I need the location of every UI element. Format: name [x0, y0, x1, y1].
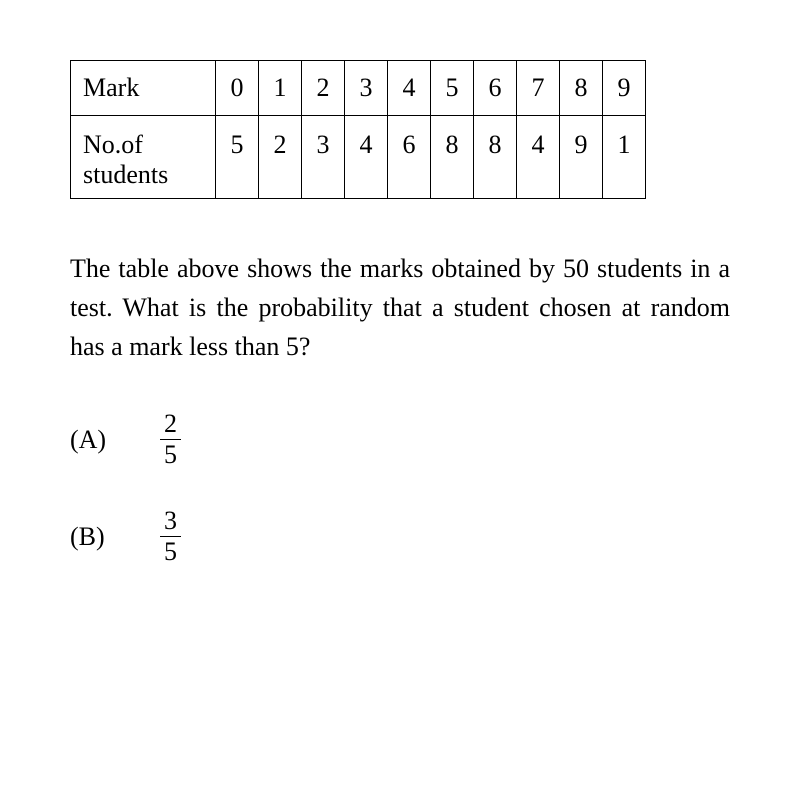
row-label-mark: Mark [71, 61, 216, 116]
fraction-numerator: 2 [160, 411, 181, 439]
table-cell: 4 [345, 116, 388, 199]
table-cell: 8 [474, 116, 517, 199]
table-cell: 5 [216, 116, 259, 199]
table-cell: 4 [517, 116, 560, 199]
table-cell: 5 [431, 61, 474, 116]
fraction-denominator: 5 [160, 536, 181, 565]
data-table: Mark 0 1 2 3 4 5 6 7 8 9 No.of students … [70, 60, 646, 199]
table-cell: 1 [603, 116, 646, 199]
option-a-label: (A) [70, 425, 120, 455]
table-cell: 9 [603, 61, 646, 116]
table-cell: 1 [259, 61, 302, 116]
table-cell: 7 [517, 61, 560, 116]
table-cell: 6 [474, 61, 517, 116]
table-row: No.of students 5 2 3 4 6 8 8 4 9 1 [71, 116, 646, 199]
row-label-students-line2: students [83, 160, 168, 189]
option-b: (B) 3 5 [70, 508, 730, 565]
table-cell: 6 [388, 116, 431, 199]
table-cell: 8 [431, 116, 474, 199]
table-cell: 8 [560, 61, 603, 116]
table-row: Mark 0 1 2 3 4 5 6 7 8 9 [71, 61, 646, 116]
fraction-denominator: 5 [160, 439, 181, 468]
option-a-fraction: 2 5 [160, 411, 181, 468]
table-cell: 9 [560, 116, 603, 199]
table-cell: 2 [259, 116, 302, 199]
table-cell: 3 [345, 61, 388, 116]
table-cell: 3 [302, 116, 345, 199]
question-text: The table above shows the marks obtained… [70, 249, 730, 366]
fraction-numerator: 3 [160, 508, 181, 536]
row-label-students: No.of students [71, 116, 216, 199]
table-cell: 2 [302, 61, 345, 116]
option-a: (A) 2 5 [70, 411, 730, 468]
table-cell: 0 [216, 61, 259, 116]
row-label-students-line1: No.of [83, 130, 143, 159]
option-b-label: (B) [70, 522, 120, 552]
option-b-fraction: 3 5 [160, 508, 181, 565]
table-cell: 4 [388, 61, 431, 116]
